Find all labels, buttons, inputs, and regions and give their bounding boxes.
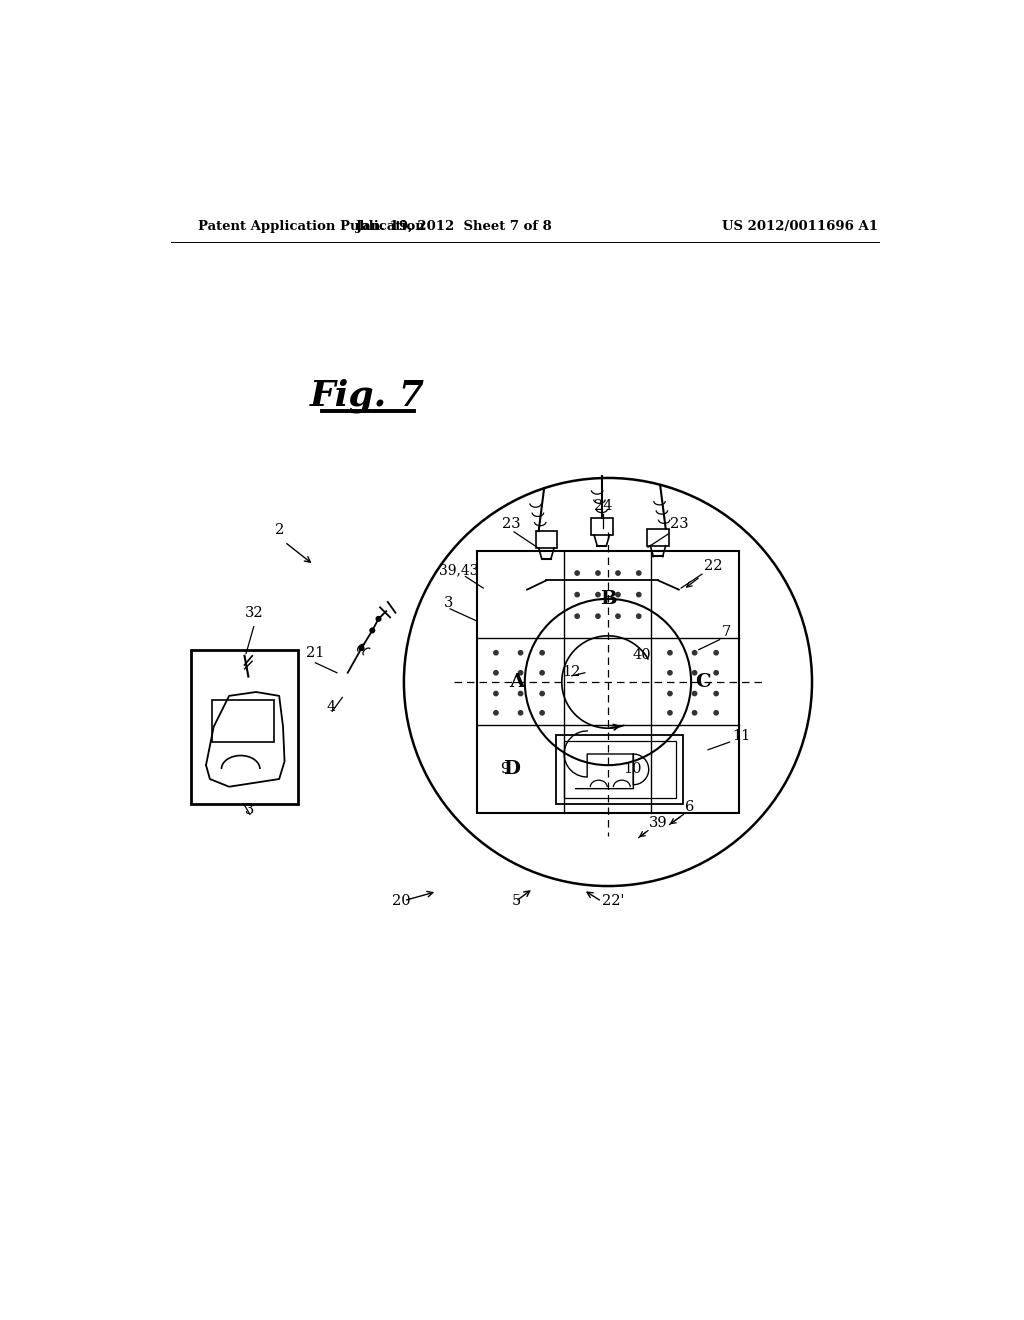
Circle shape — [518, 651, 522, 655]
Text: 23: 23 — [670, 517, 688, 531]
Circle shape — [714, 710, 718, 715]
Circle shape — [359, 645, 364, 651]
Text: US 2012/0011696 A1: US 2012/0011696 A1 — [723, 219, 879, 232]
Circle shape — [692, 710, 696, 715]
Circle shape — [637, 593, 641, 597]
Text: 4: 4 — [327, 700, 336, 714]
Text: 10: 10 — [624, 762, 642, 776]
Circle shape — [637, 614, 641, 618]
Bar — [647, 529, 669, 545]
Circle shape — [575, 570, 580, 576]
Circle shape — [518, 692, 522, 696]
Text: 23: 23 — [502, 517, 520, 531]
Text: 39: 39 — [649, 816, 668, 830]
Text: 5: 5 — [512, 895, 521, 908]
Bar — [564, 741, 676, 797]
Circle shape — [692, 651, 696, 655]
Text: D: D — [504, 760, 520, 779]
Circle shape — [714, 651, 718, 655]
Circle shape — [494, 651, 498, 655]
Circle shape — [494, 692, 498, 696]
Text: 20: 20 — [392, 895, 411, 908]
Text: 40: 40 — [633, 648, 651, 661]
Bar — [536, 531, 557, 548]
Circle shape — [668, 651, 672, 655]
Circle shape — [668, 710, 672, 715]
Text: Fig. 7: Fig. 7 — [310, 379, 425, 413]
Circle shape — [637, 570, 641, 576]
Circle shape — [692, 671, 696, 675]
Text: Patent Application Publication: Patent Application Publication — [199, 219, 425, 232]
Text: 7: 7 — [722, 624, 731, 639]
Circle shape — [714, 692, 718, 696]
Circle shape — [692, 692, 696, 696]
Circle shape — [540, 651, 545, 655]
Text: 32: 32 — [245, 606, 263, 619]
Bar — [591, 517, 612, 535]
Circle shape — [668, 671, 672, 675]
Circle shape — [575, 614, 580, 618]
Text: C: C — [695, 673, 711, 690]
Circle shape — [596, 570, 600, 576]
Circle shape — [518, 710, 522, 715]
Text: 6: 6 — [685, 800, 694, 814]
Text: 24: 24 — [594, 499, 612, 513]
Text: 12: 12 — [562, 665, 581, 678]
Text: A: A — [509, 673, 524, 690]
Circle shape — [540, 710, 545, 715]
Text: 22: 22 — [705, 560, 723, 573]
Circle shape — [668, 692, 672, 696]
Bar — [212, 700, 273, 742]
Text: Jan. 19, 2012  Sheet 7 of 8: Jan. 19, 2012 Sheet 7 of 8 — [356, 219, 552, 232]
Bar — [477, 552, 739, 813]
Text: 22': 22' — [602, 895, 625, 908]
Circle shape — [518, 671, 522, 675]
Text: B: B — [600, 590, 616, 609]
Circle shape — [370, 628, 375, 632]
Circle shape — [540, 692, 545, 696]
Circle shape — [596, 614, 600, 618]
Text: 3: 3 — [245, 804, 254, 817]
Circle shape — [615, 570, 621, 576]
Circle shape — [494, 671, 498, 675]
Text: 3: 3 — [444, 595, 454, 610]
Bar — [556, 735, 683, 804]
Text: 9: 9 — [500, 762, 509, 776]
Circle shape — [615, 614, 621, 618]
Text: 2: 2 — [275, 523, 285, 537]
Circle shape — [376, 616, 381, 622]
Text: 39,43: 39,43 — [438, 564, 478, 577]
Circle shape — [596, 593, 600, 597]
Circle shape — [615, 593, 621, 597]
Circle shape — [540, 671, 545, 675]
Circle shape — [494, 710, 498, 715]
Text: 21: 21 — [306, 647, 325, 660]
Bar — [190, 649, 298, 804]
Circle shape — [575, 593, 580, 597]
Circle shape — [714, 671, 718, 675]
Text: 11: 11 — [733, 729, 751, 743]
